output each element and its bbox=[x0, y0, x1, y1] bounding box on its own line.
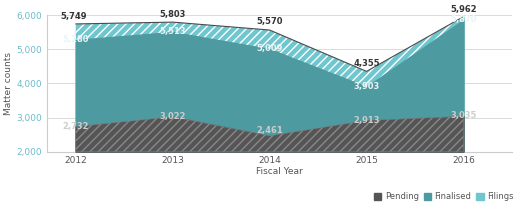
Text: 2,732: 2,732 bbox=[62, 122, 89, 131]
Text: 3,903: 3,903 bbox=[354, 82, 380, 91]
Text: 5,280: 5,280 bbox=[62, 35, 89, 44]
Legend: Pending, Finalised, Filings: Pending, Finalised, Filings bbox=[371, 189, 517, 205]
Text: 5,962: 5,962 bbox=[450, 5, 477, 14]
Text: 2,913: 2,913 bbox=[353, 116, 380, 125]
X-axis label: Fiscal Year: Fiscal Year bbox=[256, 167, 303, 176]
Y-axis label: Matter counts: Matter counts bbox=[4, 52, 13, 115]
Text: 5,870: 5,870 bbox=[450, 15, 477, 24]
Text: 3,022: 3,022 bbox=[159, 112, 186, 121]
Text: 5,570: 5,570 bbox=[256, 17, 283, 26]
Text: 2,461: 2,461 bbox=[256, 125, 283, 134]
Text: 4,355: 4,355 bbox=[353, 59, 380, 68]
Text: 5,009: 5,009 bbox=[256, 44, 283, 53]
Text: 5,749: 5,749 bbox=[60, 12, 87, 21]
Text: 5,513: 5,513 bbox=[159, 27, 186, 36]
Text: 5,803: 5,803 bbox=[160, 10, 186, 19]
Text: 3,035: 3,035 bbox=[450, 111, 477, 121]
